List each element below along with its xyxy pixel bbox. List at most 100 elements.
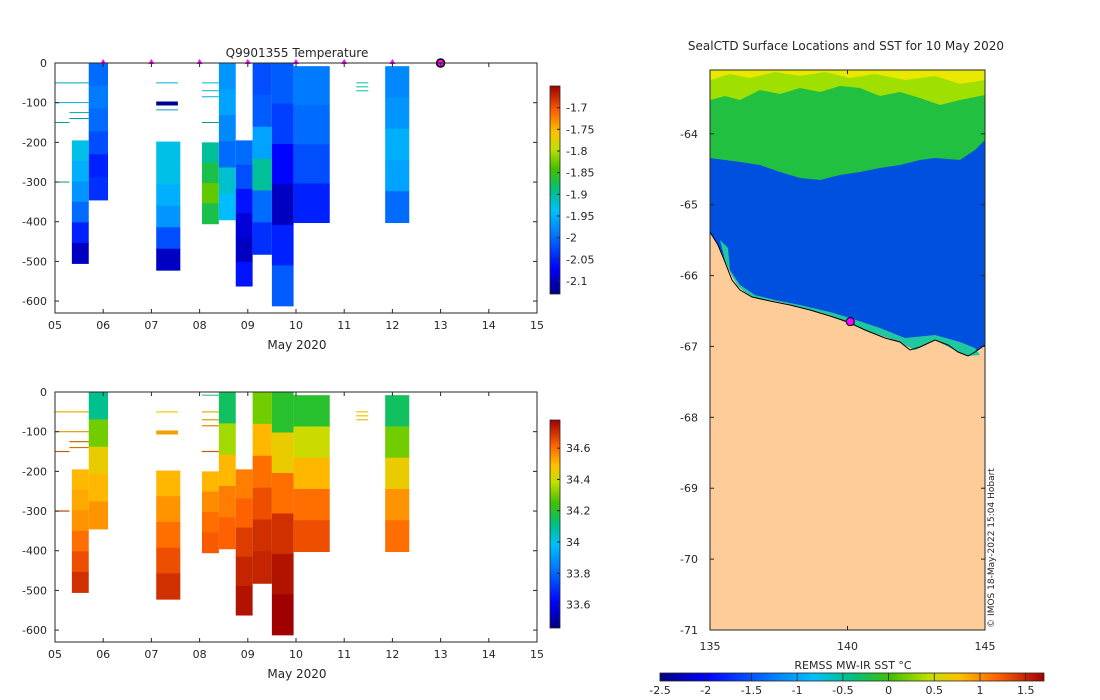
- profile-cell: [71, 201, 89, 223]
- y-tick-label: -500: [22, 584, 47, 597]
- profile-cell: [71, 510, 89, 532]
- x-tick-label: 05: [48, 648, 62, 661]
- x-tick-label: 15: [530, 648, 544, 661]
- salinity-panel: 05 06 07 08 09 10 11 12 13 14 15 0 -100 -200 -300 -400 -…: [22, 386, 590, 681]
- profile-cell: [235, 188, 253, 214]
- profile-cell: [271, 265, 294, 307]
- y-tick-label: -400: [22, 545, 47, 558]
- sst-coastal-band: [720, 240, 980, 356]
- profile-cell: [88, 474, 109, 503]
- colorbar-tick-label: -2.05: [566, 253, 594, 266]
- profile-cell: [218, 423, 236, 456]
- profile-cell: [252, 126, 272, 160]
- x-tick-label: 09: [241, 319, 255, 332]
- profile-cell: [71, 530, 89, 552]
- profile-cell: [271, 63, 294, 104]
- profile-cell: [252, 423, 272, 457]
- profile-cell: [271, 472, 294, 514]
- profile-cell: [156, 430, 178, 435]
- profile-cell: [235, 213, 253, 238]
- profile-cell: [218, 454, 236, 487]
- y-tick-label: -100: [22, 426, 47, 439]
- salinity-colorbar: [549, 419, 561, 629]
- colorbar-tick-label: 34: [566, 536, 580, 549]
- credit-text: © IMOS 18-May-2022 15:04 Hobart: [987, 468, 997, 628]
- profile-cell: [156, 522, 181, 549]
- map-x-tick-label: 145: [975, 640, 996, 653]
- profile-cell: [252, 455, 272, 489]
- colorbar-tick-label: -1.75: [566, 123, 594, 136]
- map-colorbar-tick-label: -1: [792, 684, 803, 697]
- colorbar-tick-label: 33.6: [566, 599, 591, 612]
- profile-cell: [88, 177, 109, 201]
- profile-cell: [202, 162, 219, 184]
- profile-cell: [156, 163, 181, 185]
- profile-cell: [218, 115, 236, 142]
- colorbar-tick-label: -1.9: [566, 188, 587, 201]
- profile-cell: [271, 432, 294, 474]
- profile-cell: [271, 103, 294, 145]
- profile-cell: [88, 85, 109, 110]
- profile-cell: [218, 486, 236, 518]
- profile-cell: [218, 89, 236, 116]
- colorbar-tick-label: 34.4: [566, 473, 591, 486]
- x-tick-label: 09: [241, 648, 255, 661]
- map-colorbar-tick-label: 0: [885, 684, 892, 697]
- profile-cell: [156, 141, 181, 164]
- coastline: [709, 231, 986, 357]
- profile-cell: [385, 395, 410, 427]
- profile-cell: [202, 532, 219, 554]
- x-tick-label: 08: [193, 648, 207, 661]
- profile-cell: [202, 471, 219, 493]
- profile-cell: [252, 222, 272, 255]
- profile-cell: [271, 224, 294, 266]
- profile-cell: [156, 205, 181, 228]
- profile-cell: [293, 105, 330, 145]
- profile-cell: [235, 140, 253, 166]
- profile-cell: [293, 457, 330, 490]
- sst-warm-band: [710, 70, 985, 180]
- x-tick-label: 14: [482, 648, 496, 661]
- salinity-profile-cells: [71, 392, 410, 636]
- profile-cell: [202, 183, 219, 204]
- profile-cell: [271, 594, 294, 636]
- profile-cell: [156, 101, 178, 106]
- profile-cell: [218, 63, 236, 90]
- profile-cell: [202, 512, 219, 533]
- profile-cell: [202, 142, 219, 164]
- y-tick-label: -200: [22, 465, 47, 478]
- profile-cell: [218, 517, 236, 550]
- profile-cell: [252, 487, 272, 521]
- seal-location-marker: [845, 317, 855, 327]
- x-tick-label: 10: [289, 319, 303, 332]
- profile-cell: [293, 66, 330, 106]
- profile-cell: [385, 159, 410, 192]
- x-tick-label: 07: [144, 319, 158, 332]
- profile-cell: [88, 154, 109, 178]
- profile-cell: [235, 527, 253, 558]
- temperature-panel: Q9901355 Temperature 05 06 07 08 09 10 11 12 13 1…: [22, 46, 594, 352]
- sst-map-panel: SealCTD Surface Locations and SST for 10…: [649, 39, 1045, 697]
- y-tick-label: -400: [22, 216, 47, 229]
- profile-cell: [71, 222, 89, 244]
- profile-cell: [385, 520, 410, 553]
- profile-cell: [235, 164, 253, 190]
- y-tick-label: -100: [22, 97, 47, 110]
- profile-cell: [271, 184, 294, 226]
- profile-cell: [71, 571, 89, 593]
- profile-cell: [252, 63, 272, 96]
- profile-cell: [88, 501, 109, 530]
- x-tick-label: 11: [337, 648, 351, 661]
- x-tick-label: 05: [48, 319, 62, 332]
- profile-cell: [271, 392, 294, 433]
- sst-yellow-band: [710, 70, 985, 84]
- profile-cell: [88, 392, 109, 420]
- profile-cell: [293, 183, 330, 224]
- profile-cell: [71, 160, 89, 182]
- salinity-xlabel: May 2020: [267, 667, 326, 681]
- profile-cell: [156, 470, 181, 497]
- profile-cell: [88, 63, 109, 87]
- profile-cell: [71, 140, 89, 162]
- profile-cell: [202, 203, 219, 225]
- x-tick-label: 11: [337, 319, 351, 332]
